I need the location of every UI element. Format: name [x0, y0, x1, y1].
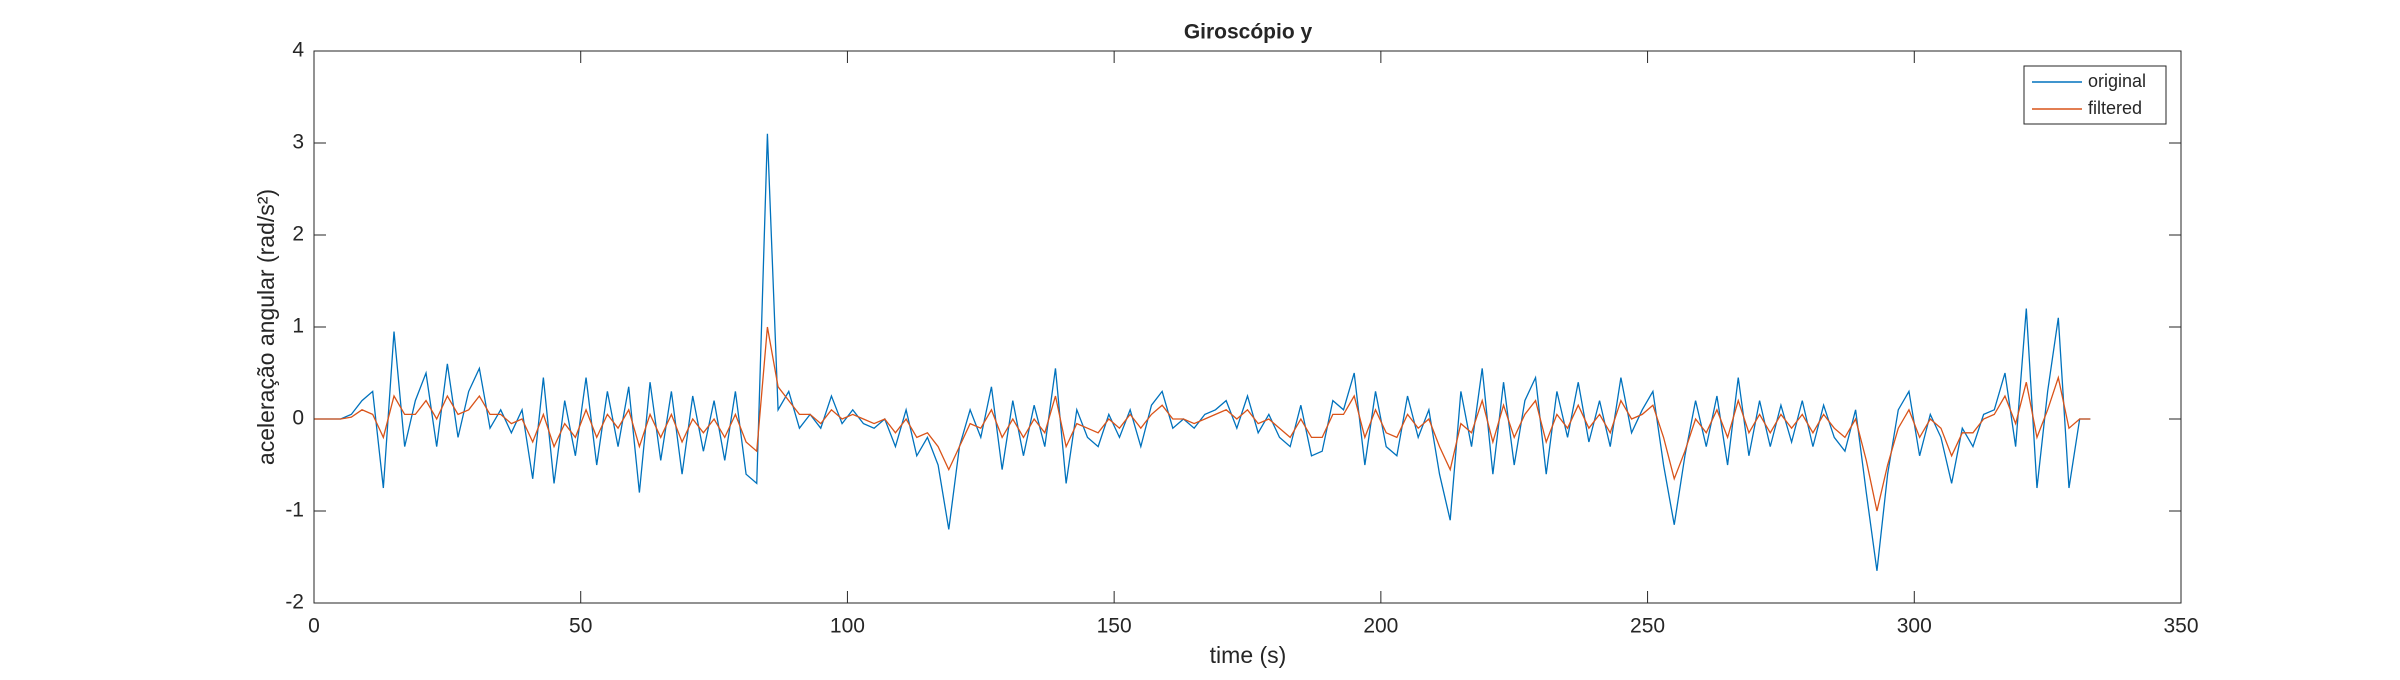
- y-axis-label: aceleração angular (rad/s²): [253, 189, 279, 465]
- y-tick-label: 1: [292, 315, 304, 338]
- x-tick-label: 200: [1363, 615, 1398, 638]
- chart-title: Giroscópio y: [1184, 21, 1313, 44]
- legend-box: [2023, 65, 2167, 125]
- axes-box: [313, 50, 2182, 604]
- x-axis-label: time (s): [1210, 642, 1287, 668]
- legend-label: filtered: [2088, 98, 2142, 118]
- y-tick-label: 4: [292, 39, 304, 62]
- x-tick-label: 0: [308, 615, 320, 638]
- x-tick-label: 100: [830, 615, 865, 638]
- data-line: [314, 326, 2091, 512]
- x-tick-label: 300: [1897, 615, 1932, 638]
- plot-area: [314, 51, 2181, 603]
- legend-label: original: [2088, 71, 2146, 91]
- x-tick-label: 150: [1097, 615, 1132, 638]
- x-tick-label: 50: [569, 615, 592, 638]
- y-tick-label: 3: [292, 131, 304, 154]
- y-tick-label: -1: [285, 499, 304, 522]
- y-tick-label: 0: [292, 407, 304, 430]
- y-tick-label: -2: [285, 591, 304, 614]
- x-tick-label: 250: [1630, 615, 1665, 638]
- x-tick-label: 350: [2163, 615, 2198, 638]
- y-tick-label: 2: [292, 223, 304, 246]
